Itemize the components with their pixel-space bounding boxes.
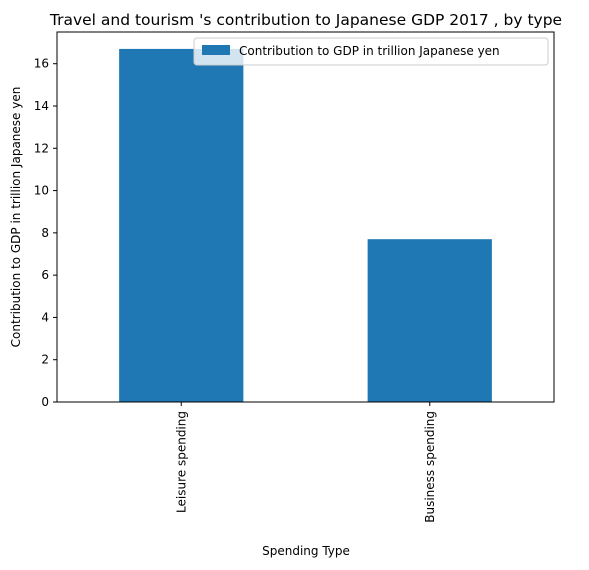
x-tick-label: Business spending bbox=[423, 411, 437, 523]
chart-title: Travel and tourism 's contribution to Ja… bbox=[49, 11, 562, 29]
y-tick-label: 14 bbox=[34, 99, 49, 113]
y-tick-label: 12 bbox=[34, 141, 49, 155]
legend-label: Contribution to GDP in trillion Japanese… bbox=[239, 44, 500, 58]
y-tick-label: 0 bbox=[41, 395, 49, 409]
bars-layer bbox=[119, 49, 492, 402]
y-tick-label: 16 bbox=[34, 57, 49, 71]
y-axis: 0 2 4 6 8 10 12 14 16 bbox=[34, 57, 57, 409]
bar-leisure-spending bbox=[119, 49, 243, 402]
y-tick-label: 2 bbox=[41, 353, 49, 367]
y-tick-label: 6 bbox=[41, 268, 49, 282]
y-tick-label: 10 bbox=[34, 184, 49, 198]
legend-swatch bbox=[202, 45, 230, 55]
legend: Contribution to GDP in trillion Japanese… bbox=[194, 38, 548, 65]
x-axis-label: Spending Type bbox=[262, 544, 350, 558]
x-tick-label: Leisure spending bbox=[174, 411, 188, 513]
y-tick-label: 8 bbox=[41, 226, 49, 240]
x-axis: Leisure spending Business spending bbox=[174, 402, 437, 523]
y-tick-label: 4 bbox=[41, 310, 49, 324]
bar-business-spending bbox=[368, 239, 492, 402]
y-axis-label: Contribution to GDP in trillion Japanese… bbox=[9, 87, 23, 348]
